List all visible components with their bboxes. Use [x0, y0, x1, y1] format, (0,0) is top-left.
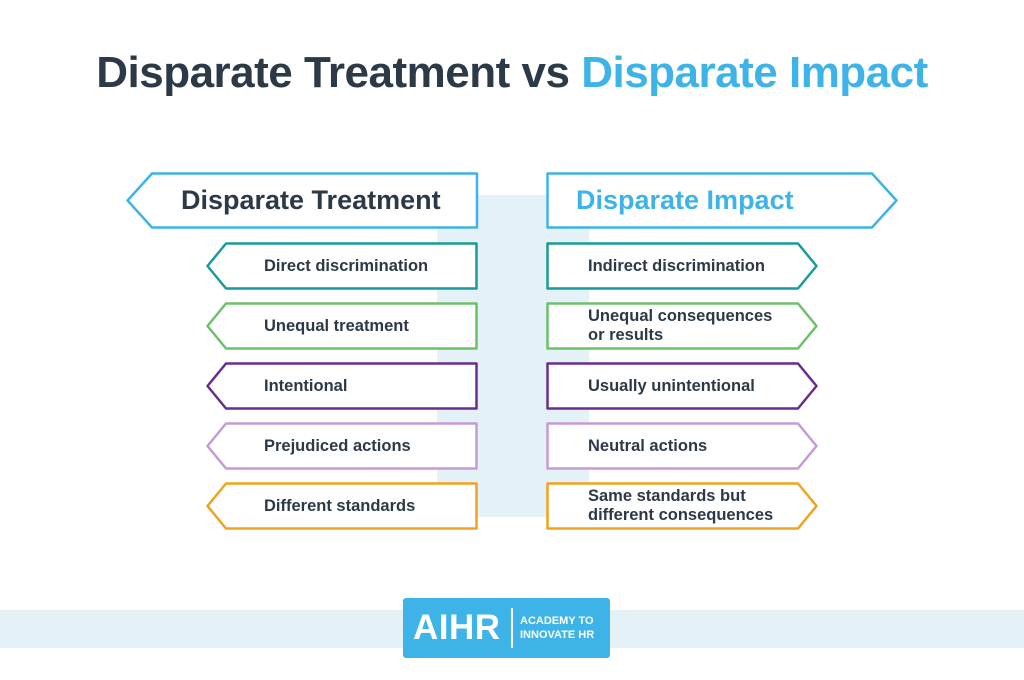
- left-item-1: Direct discrimination: [206, 242, 478, 290]
- left-header-arrow: Disparate Treatment: [126, 172, 479, 229]
- left-item-4: Prejudiced actions: [206, 422, 478, 470]
- right-item-2: Unequal consequences or results: [546, 302, 818, 350]
- title-connector: vs: [521, 48, 570, 97]
- left-header-arrow-shape: [126, 172, 479, 229]
- left-item-arrow-shape: [206, 362, 478, 410]
- logo-divider: [511, 608, 513, 648]
- right-item-3: Usually unintentional: [546, 362, 818, 410]
- left-item-2: Unequal treatment: [206, 302, 478, 350]
- right-item-label: Indirect discrimination: [588, 256, 765, 275]
- right-item-arrow-shape: [546, 482, 818, 530]
- right-item-label: Unequal consequences or results: [588, 307, 773, 344]
- left-item-label: Intentional: [264, 376, 348, 395]
- logo-tagline-line-1: ACADEMY TO: [520, 615, 594, 627]
- right-item-1: Indirect discrimination: [546, 242, 818, 290]
- right-item-label: Same standards but different consequence…: [588, 487, 774, 524]
- left-item-arrow-shape: [206, 242, 478, 290]
- logo-tagline: ACADEMY TO INNOVATE HR: [520, 614, 608, 642]
- right-header-arrow-shape: [546, 172, 898, 229]
- right-item-arrow-shape: [546, 422, 818, 470]
- right-item-4: Neutral actions: [546, 422, 818, 470]
- left-item-arrow-shape: [206, 482, 478, 530]
- right-header-label: Disparate Impact: [576, 185, 794, 215]
- left-item-arrow-shape: [206, 302, 478, 350]
- left-item-label: Unequal treatment: [264, 316, 409, 335]
- title-part-treatment: Disparate Treatment: [96, 48, 510, 97]
- left-item-arrow-shape: [206, 422, 478, 470]
- right-item-arrow-shape: [546, 302, 818, 350]
- left-item-5: Different standards: [206, 482, 478, 530]
- left-header-label: Disparate Treatment: [181, 185, 441, 215]
- left-item-3: Intentional: [206, 362, 478, 410]
- right-header-arrow: Disparate Impact: [546, 172, 898, 229]
- logo-tagline-line-2: INNOVATE HR: [520, 629, 595, 641]
- left-item-label: Prejudiced actions: [264, 436, 411, 455]
- page-title: Disparate Treatment vs Disparate Impact: [0, 48, 1024, 98]
- title-part-impact: Disparate Impact: [581, 48, 928, 97]
- right-item-5: Same standards but different consequence…: [546, 482, 818, 530]
- left-item-label: Different standards: [264, 496, 416, 515]
- logo-mark: AIHR: [413, 608, 501, 647]
- right-item-arrow-shape: [546, 362, 818, 410]
- right-item-label: Neutral actions: [588, 436, 708, 455]
- right-item-label: Usually unintentional: [588, 376, 755, 395]
- right-item-arrow-shape: [546, 242, 818, 290]
- aihr-logo: AIHR ACADEMY TO INNOVATE HR: [403, 598, 610, 658]
- left-item-label: Direct discrimination: [264, 256, 429, 275]
